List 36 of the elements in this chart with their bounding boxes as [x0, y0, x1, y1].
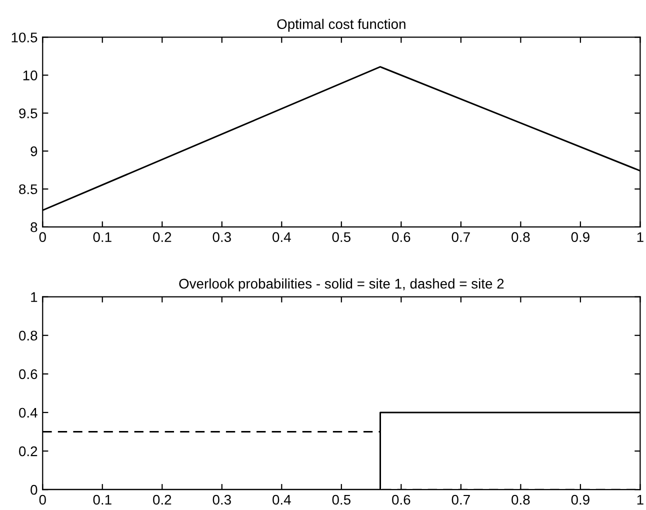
x-tick-label: 0.3 — [212, 494, 231, 505]
x-tick-label: 0 — [39, 232, 46, 242]
y-tick-label: 8 — [30, 222, 38, 232]
x-tick-label: 0.7 — [452, 232, 470, 242]
x-tick-label: 0.5 — [332, 232, 350, 242]
x-tick-label: 0.9 — [571, 494, 590, 505]
x-tick-label: 0.2 — [153, 494, 172, 505]
x-tick-label: 0.4 — [272, 494, 291, 505]
y-tick-label: 9 — [30, 146, 38, 156]
y-tick-label: 1 — [31, 292, 38, 302]
y-tick-label: 10.5 — [12, 32, 38, 42]
y-tick-label: 0.6 — [19, 369, 38, 380]
x-tick-label: 0 — [39, 494, 46, 505]
x-tick-label: 0.3 — [212, 232, 231, 242]
y-tick-label: 0 — [30, 484, 38, 495]
x-tick-label: 0.7 — [452, 494, 470, 505]
x-tick-label: 0.1 — [93, 232, 112, 242]
y-tick-label: 0.4 — [19, 408, 38, 418]
x-tick-label: 0.5 — [332, 494, 350, 505]
x-tick-label: 0.4 — [272, 232, 291, 242]
x-tick-label: 0.8 — [512, 494, 530, 505]
y-tick-label: 10 — [23, 70, 38, 80]
chart-title: Optimal cost function — [277, 18, 406, 32]
chart-title: Overlook probabilities - solid = site 1, dashed = site 2 — [179, 278, 504, 292]
x-tick-label: 1 — [637, 232, 644, 242]
y-tick-label: 9.5 — [19, 108, 38, 118]
x-tick-label: 0.8 — [512, 232, 530, 242]
x-tick-label: 0.2 — [153, 232, 172, 242]
y-tick-label: 8.5 — [19, 184, 38, 194]
x-tick-label: 0.6 — [392, 494, 410, 505]
y-tick-label: 0.8 — [19, 330, 38, 341]
x-tick-label: 1 — [637, 494, 644, 505]
x-tick-label: 0.1 — [93, 494, 112, 505]
x-tick-label: 0.6 — [392, 232, 410, 242]
y-tick-label: 0.2 — [19, 446, 38, 456]
x-tick-label: 0.9 — [571, 232, 590, 242]
